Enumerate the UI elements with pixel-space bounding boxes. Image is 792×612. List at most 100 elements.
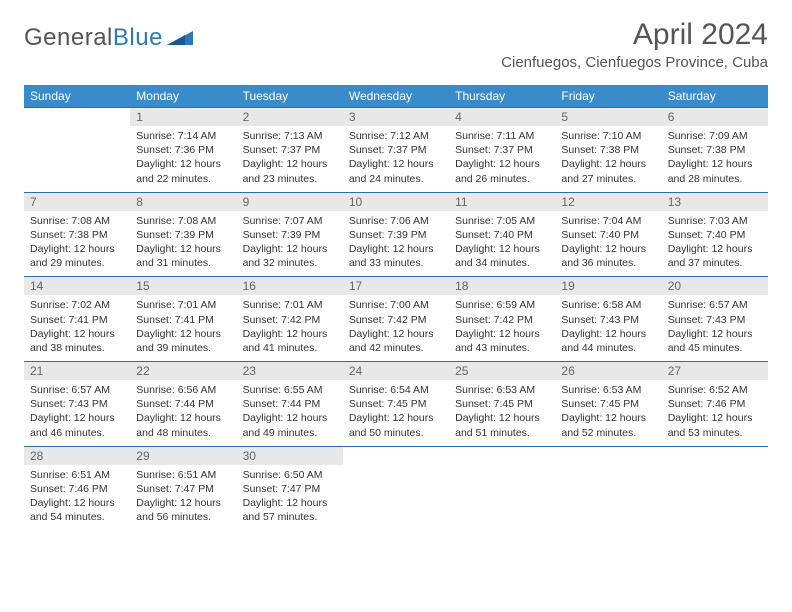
sunset-line: Sunset: 7:37 PM <box>455 143 549 157</box>
sunset-line: Sunset: 7:42 PM <box>243 313 337 327</box>
daylight-line: Daylight: 12 hours and 29 minutes. <box>30 242 124 270</box>
title-block: April 2024 Cienfuegos, Cienfuegos Provin… <box>501 18 768 71</box>
day-content-cell: Sunrise: 6:50 AMSunset: 7:47 PMDaylight:… <box>237 465 343 531</box>
sunrise-line: Sunrise: 6:53 AM <box>455 383 549 397</box>
calendar-table: Sunday Monday Tuesday Wednesday Thursday… <box>24 85 768 530</box>
day-number-cell: 12 <box>555 192 661 211</box>
sunrise-line: Sunrise: 7:01 AM <box>136 298 230 312</box>
sunrise-line: Sunrise: 6:55 AM <box>243 383 337 397</box>
daylight-line: Daylight: 12 hours and 51 minutes. <box>455 411 549 439</box>
sunrise-line: Sunrise: 6:50 AM <box>243 468 337 482</box>
sunrise-line: Sunrise: 7:03 AM <box>668 214 762 228</box>
day-content-cell <box>449 465 555 531</box>
day-number-cell: 30 <box>237 446 343 465</box>
day-number-cell <box>24 108 130 127</box>
daylight-line: Daylight: 12 hours and 46 minutes. <box>30 411 124 439</box>
day-content-cell: Sunrise: 7:14 AMSunset: 7:36 PMDaylight:… <box>130 126 236 192</box>
day-content-cell: Sunrise: 6:56 AMSunset: 7:44 PMDaylight:… <box>130 380 236 446</box>
day-number-cell: 23 <box>237 362 343 381</box>
day-content-cell <box>662 465 768 531</box>
sunrise-line: Sunrise: 7:08 AM <box>136 214 230 228</box>
day-number-cell: 14 <box>24 277 130 296</box>
sunset-line: Sunset: 7:45 PM <box>349 397 443 411</box>
sunset-line: Sunset: 7:37 PM <box>243 143 337 157</box>
day-content-cell: Sunrise: 7:01 AMSunset: 7:42 PMDaylight:… <box>237 295 343 361</box>
sunset-line: Sunset: 7:39 PM <box>349 228 443 242</box>
daylight-line: Daylight: 12 hours and 23 minutes. <box>243 157 337 185</box>
sunset-line: Sunset: 7:46 PM <box>668 397 762 411</box>
day-number-cell: 18 <box>449 277 555 296</box>
sunrise-line: Sunrise: 6:54 AM <box>349 383 443 397</box>
sunrise-line: Sunrise: 6:52 AM <box>668 383 762 397</box>
day-number-cell: 26 <box>555 362 661 381</box>
sunrise-line: Sunrise: 6:59 AM <box>455 298 549 312</box>
day-content-cell: Sunrise: 7:09 AMSunset: 7:38 PMDaylight:… <box>662 126 768 192</box>
day-number-cell: 21 <box>24 362 130 381</box>
day-content-cell: Sunrise: 6:57 AMSunset: 7:43 PMDaylight:… <box>662 295 768 361</box>
day-number-cell <box>555 446 661 465</box>
weekday-header: Tuesday <box>237 85 343 108</box>
sunrise-line: Sunrise: 7:13 AM <box>243 129 337 143</box>
day-content-cell: Sunrise: 6:57 AMSunset: 7:43 PMDaylight:… <box>24 380 130 446</box>
day-content-cell: Sunrise: 6:53 AMSunset: 7:45 PMDaylight:… <box>449 380 555 446</box>
daylight-line: Daylight: 12 hours and 45 minutes. <box>668 327 762 355</box>
day-number-cell: 5 <box>555 108 661 127</box>
sunset-line: Sunset: 7:42 PM <box>455 313 549 327</box>
weekday-header: Monday <box>130 85 236 108</box>
sunset-line: Sunset: 7:45 PM <box>455 397 549 411</box>
daylight-line: Daylight: 12 hours and 36 minutes. <box>561 242 655 270</box>
sunrise-line: Sunrise: 7:00 AM <box>349 298 443 312</box>
day-number-cell: 29 <box>130 446 236 465</box>
sunrise-line: Sunrise: 7:02 AM <box>30 298 124 312</box>
daylight-line: Daylight: 12 hours and 56 minutes. <box>136 496 230 524</box>
day-number-cell: 16 <box>237 277 343 296</box>
daylight-line: Daylight: 12 hours and 31 minutes. <box>136 242 230 270</box>
day-content-cell: Sunrise: 7:08 AMSunset: 7:39 PMDaylight:… <box>130 211 236 277</box>
day-content-cell: Sunrise: 7:13 AMSunset: 7:37 PMDaylight:… <box>237 126 343 192</box>
day-content-cell: Sunrise: 7:10 AMSunset: 7:38 PMDaylight:… <box>555 126 661 192</box>
daylight-line: Daylight: 12 hours and 37 minutes. <box>668 242 762 270</box>
day-number-cell: 28 <box>24 446 130 465</box>
daylight-line: Daylight: 12 hours and 38 minutes. <box>30 327 124 355</box>
weekday-header: Thursday <box>449 85 555 108</box>
sunset-line: Sunset: 7:41 PM <box>30 313 124 327</box>
day-content-cell: Sunrise: 7:02 AMSunset: 7:41 PMDaylight:… <box>24 295 130 361</box>
day-number-cell: 27 <box>662 362 768 381</box>
day-content-row: Sunrise: 7:08 AMSunset: 7:38 PMDaylight:… <box>24 211 768 277</box>
day-number-cell: 11 <box>449 192 555 211</box>
day-content-cell: Sunrise: 7:08 AMSunset: 7:38 PMDaylight:… <box>24 211 130 277</box>
day-number-row: 14151617181920 <box>24 277 768 296</box>
daylight-line: Daylight: 12 hours and 26 minutes. <box>455 157 549 185</box>
logo-triangle-icon <box>167 27 193 50</box>
logo-text-part2: Blue <box>113 24 163 52</box>
sunrise-line: Sunrise: 6:56 AM <box>136 383 230 397</box>
sunset-line: Sunset: 7:39 PM <box>243 228 337 242</box>
sunset-line: Sunset: 7:38 PM <box>561 143 655 157</box>
day-number-cell <box>449 446 555 465</box>
daylight-line: Daylight: 12 hours and 53 minutes. <box>668 411 762 439</box>
sunrise-line: Sunrise: 6:51 AM <box>136 468 230 482</box>
sunrise-line: Sunrise: 7:06 AM <box>349 214 443 228</box>
sunset-line: Sunset: 7:41 PM <box>136 313 230 327</box>
daylight-line: Daylight: 12 hours and 32 minutes. <box>243 242 337 270</box>
day-content-cell: Sunrise: 7:11 AMSunset: 7:37 PMDaylight:… <box>449 126 555 192</box>
day-content-cell: Sunrise: 6:52 AMSunset: 7:46 PMDaylight:… <box>662 380 768 446</box>
sunset-line: Sunset: 7:39 PM <box>136 228 230 242</box>
day-number-cell: 6 <box>662 108 768 127</box>
daylight-line: Daylight: 12 hours and 52 minutes. <box>561 411 655 439</box>
sunset-line: Sunset: 7:44 PM <box>136 397 230 411</box>
daylight-line: Daylight: 12 hours and 50 minutes. <box>349 411 443 439</box>
sunrise-line: Sunrise: 7:12 AM <box>349 129 443 143</box>
day-number-cell: 8 <box>130 192 236 211</box>
sunset-line: Sunset: 7:38 PM <box>668 143 762 157</box>
weekday-header: Saturday <box>662 85 768 108</box>
day-number-cell: 10 <box>343 192 449 211</box>
sunrise-line: Sunrise: 7:04 AM <box>561 214 655 228</box>
sunset-line: Sunset: 7:44 PM <box>243 397 337 411</box>
day-content-cell: Sunrise: 6:59 AMSunset: 7:42 PMDaylight:… <box>449 295 555 361</box>
sunset-line: Sunset: 7:42 PM <box>349 313 443 327</box>
daylight-line: Daylight: 12 hours and 43 minutes. <box>455 327 549 355</box>
sunset-line: Sunset: 7:40 PM <box>455 228 549 242</box>
day-content-cell: Sunrise: 6:53 AMSunset: 7:45 PMDaylight:… <box>555 380 661 446</box>
sunset-line: Sunset: 7:43 PM <box>668 313 762 327</box>
